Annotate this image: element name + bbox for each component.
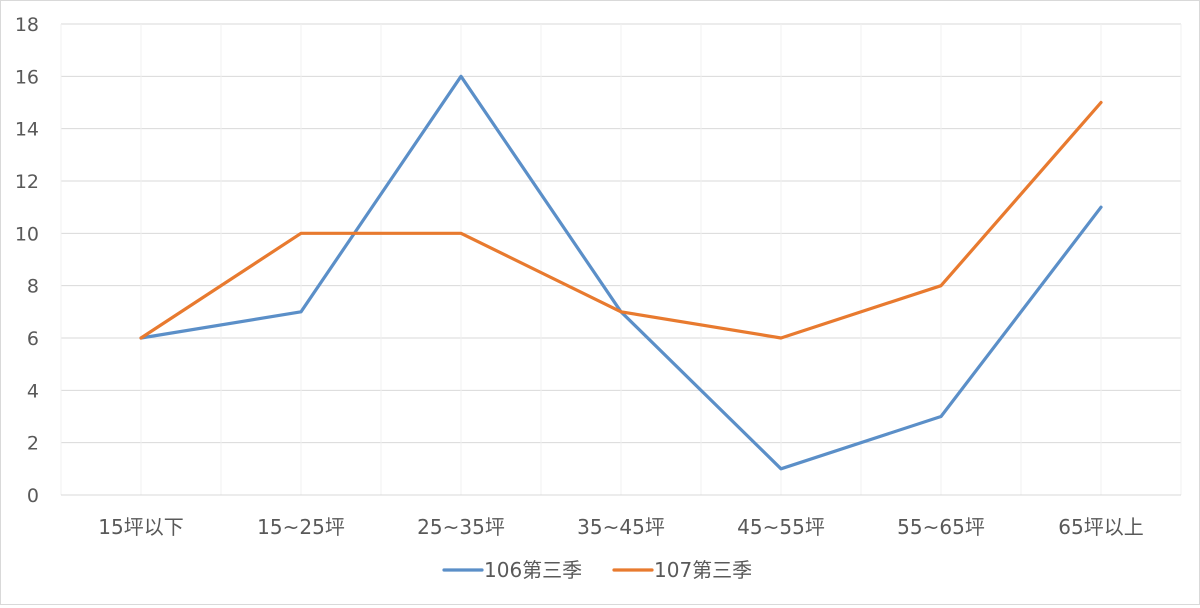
x-tick-label: 45~55坪 xyxy=(737,515,825,539)
x-tick-label: 55~65坪 xyxy=(897,515,985,539)
x-axis-tick-labels: 15坪以下 15~25坪 25~35坪 35~45坪 45~55坪 55~65坪 65坪以上 xyxy=(98,515,1143,539)
x-tick-label: 65坪以上 xyxy=(1058,515,1143,539)
y-tick-label: 2 xyxy=(27,433,39,455)
legend-label: 107第三季 xyxy=(654,558,752,582)
y-tick-label: 14 xyxy=(15,119,39,141)
y-tick-label: 8 xyxy=(27,276,39,298)
y-axis-tick-labels: 0 2 4 6 8 10 12 14 16 18 xyxy=(15,14,39,507)
y-tick-label: 0 xyxy=(27,485,39,507)
x-tick-label: 15坪以下 xyxy=(98,515,183,539)
series-line xyxy=(139,100,1103,340)
y-tick-label: 16 xyxy=(15,66,39,88)
x-tick-label: 35~45坪 xyxy=(577,515,665,539)
gridlines xyxy=(60,23,1182,496)
y-tick-label: 10 xyxy=(15,223,39,245)
y-tick-label: 6 xyxy=(27,328,39,350)
series-lines xyxy=(139,74,1103,471)
x-tick-label: 25~35坪 xyxy=(417,515,505,539)
y-tick-label: 4 xyxy=(27,380,39,402)
legend: 106第三季 107第三季 xyxy=(442,558,752,582)
y-tick-label: 18 xyxy=(15,14,39,36)
legend-label: 106第三季 xyxy=(484,558,582,582)
y-tick-label: 12 xyxy=(15,171,39,193)
x-tick-label: 15~25坪 xyxy=(257,515,345,539)
